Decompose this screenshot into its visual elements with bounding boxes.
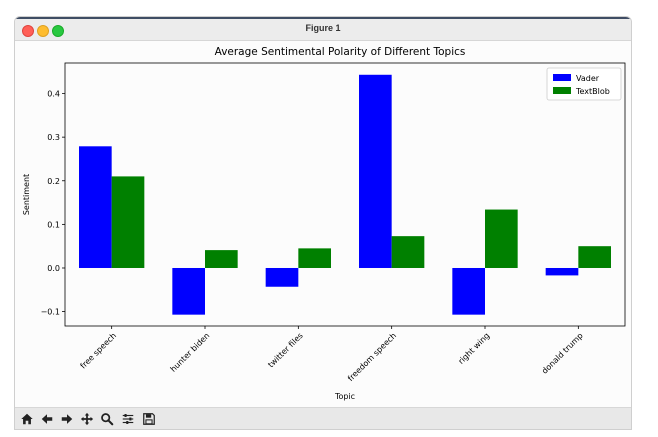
y-tick-label: 0.4: [47, 90, 60, 99]
home-button[interactable]: [19, 411, 35, 427]
window-title: Figure 1: [305, 23, 341, 33]
navigation-toolbar: [15, 407, 631, 429]
configure-subplots-button[interactable]: [120, 411, 136, 427]
window-top-border: [15, 17, 631, 19]
forward-button[interactable]: [59, 411, 75, 427]
bar-textblob-donald-trump: [578, 246, 611, 268]
legend-swatch-textblob: [553, 87, 571, 94]
y-axis-label: Sentiment: [22, 174, 31, 215]
arrow-right-icon: [61, 414, 73, 424]
chart-title: Average Sentimental Polarity of Differen…: [215, 46, 466, 58]
x-tick-label: right wing: [457, 331, 492, 366]
bar-chart: Average Sentimental Polarity of Differen…: [22, 46, 626, 401]
bar-textblob-twitter-files: [298, 248, 331, 268]
bar-vader-donald-trump: [545, 267, 579, 276]
sliders-icon: [122, 414, 134, 424]
legend-label-vader: Vader: [576, 74, 600, 83]
chart-legend: Vader TextBlob: [546, 67, 622, 101]
minimize-window-button[interactable]: [37, 25, 49, 37]
pan-button[interactable]: [79, 411, 95, 427]
figure-window: Figure 1 Average Sentimental Polarity of…: [14, 16, 632, 430]
zoom-button[interactable]: [99, 411, 115, 427]
bar-vader-right-wing: [452, 267, 485, 315]
zoom-icon: [101, 413, 114, 426]
move-icon: [80, 412, 94, 426]
y-tick-label: −0.1: [41, 308, 60, 317]
x-tick-label: freedom speech: [346, 331, 398, 383]
bar-vader-freedom-speech: [359, 74, 392, 268]
x-tick-label: hunter biden: [169, 331, 212, 374]
bar-vader-twitter-files: [265, 267, 299, 287]
x-axis-label: Topic: [334, 392, 355, 401]
bar-vader-hunter-biden: [172, 267, 205, 315]
save-icon: [143, 413, 155, 425]
axes-frame: [64, 62, 626, 327]
y-tick-label: 0.3: [47, 133, 60, 142]
bar-vader-free-speech: [79, 146, 112, 268]
y-tick-label: 0.1: [47, 220, 60, 229]
y-tick-label: 0.0: [47, 264, 60, 273]
y-tick-label: 0.2: [47, 177, 60, 186]
title-bar: Figure 1: [15, 19, 631, 41]
back-button[interactable]: [39, 411, 55, 427]
bar-textblob-hunter-biden: [205, 250, 238, 268]
bar-textblob-right-wing: [485, 209, 518, 268]
bar-textblob-freedom-speech: [391, 236, 425, 268]
save-button[interactable]: [141, 411, 157, 427]
legend-label-textblob: TextBlob: [575, 87, 610, 96]
home-icon: [21, 413, 33, 425]
arrow-left-icon: [41, 414, 53, 424]
figure-canvas: Average Sentimental Polarity of Differen…: [15, 41, 631, 407]
close-window-button[interactable]: [22, 25, 34, 37]
x-tick-label: donald trump: [540, 331, 585, 376]
x-tick-label: twitter files: [266, 331, 304, 369]
maximize-window-button[interactable]: [52, 25, 64, 37]
bar-textblob-free-speech: [111, 176, 145, 268]
legend-swatch-vader: [553, 74, 571, 81]
x-tick-label: free speech: [79, 331, 119, 371]
